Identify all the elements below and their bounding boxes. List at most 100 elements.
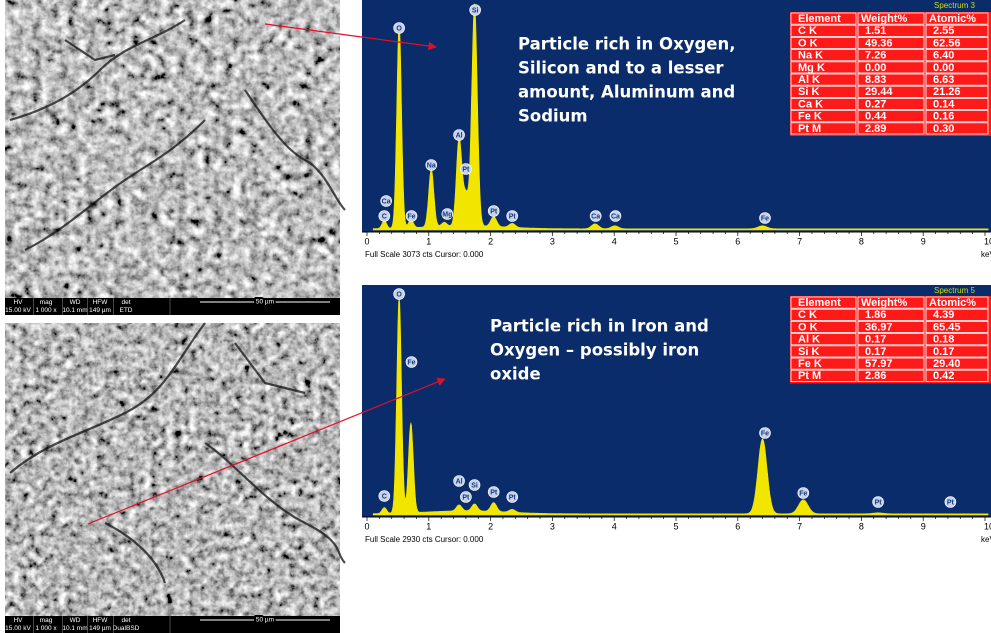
peak-badge	[405, 356, 418, 368]
table-value: Pt M	[798, 123, 821, 135]
peak-label: Pt	[947, 499, 955, 506]
info-header: WD	[70, 617, 81, 624]
table-value: 29.44	[865, 86, 893, 98]
crack	[64, 39, 116, 62]
table-value: 57.97	[865, 358, 893, 370]
table-cell	[857, 308, 925, 321]
table-value: 49.36	[865, 37, 893, 49]
peak-label: Si	[471, 482, 478, 489]
crack	[204, 442, 346, 564]
peak-badge	[759, 427, 771, 439]
spectrum-fill	[372, 296, 989, 516]
peak-label: Mg	[442, 211, 452, 218]
table-cell	[790, 369, 857, 382]
table-header: Atomic%	[929, 13, 976, 25]
table-value: 0.44	[865, 111, 887, 123]
peak-badge	[441, 208, 454, 220]
table-cell	[925, 333, 989, 346]
peak-label: C	[382, 493, 387, 500]
table-cell	[925, 345, 989, 358]
peak-label: Fe	[799, 490, 807, 497]
peak-badge	[378, 490, 391, 502]
peak-badge	[460, 163, 472, 175]
table-header: Weight%	[861, 13, 907, 25]
info-value: 15.00 kV	[5, 625, 31, 632]
table-value: 1.86	[865, 309, 886, 321]
annotation-line: oxide	[490, 365, 541, 384]
table-cell	[857, 369, 925, 382]
table-cell	[857, 122, 925, 135]
table-value: Na K	[798, 50, 823, 62]
x-tick-label: 2	[488, 521, 493, 531]
table-cell	[790, 37, 857, 50]
table-value: Fe K	[798, 358, 822, 370]
peak-badge	[797, 487, 810, 499]
x-tick-label: 10	[984, 236, 991, 246]
table-value: 0.17	[865, 334, 886, 346]
peak-label: Fe	[407, 213, 415, 220]
table-value: Al K	[798, 74, 820, 86]
peak-label: Al	[456, 132, 463, 139]
table-cell	[925, 24, 989, 37]
info-header: mag	[40, 617, 53, 624]
info-header: mag	[40, 299, 53, 306]
crack	[24, 119, 206, 251]
peak-label: Ca	[591, 213, 600, 220]
peak-label: Fe	[407, 359, 415, 366]
table-value: 0.42	[933, 370, 954, 382]
spectrum-label: Spectrum 5	[934, 286, 975, 295]
peak-badge	[453, 475, 465, 487]
table-cell	[925, 110, 989, 123]
info-header: HV	[13, 299, 23, 306]
table-cell	[857, 321, 925, 334]
x-tick-label: 6	[735, 236, 740, 246]
table-cell	[790, 333, 857, 346]
table-cell	[857, 73, 925, 86]
peak-label: Al	[456, 478, 463, 485]
x-tick-label: 2	[488, 236, 493, 246]
info-header: det	[121, 617, 130, 624]
table-cell	[790, 85, 857, 98]
annotation-line: amount, Aluminum and	[518, 83, 735, 102]
table-value: 7.26	[865, 50, 886, 62]
table-value: 65.45	[933, 321, 961, 333]
peak-label: Pt	[462, 166, 470, 173]
x-tick-label: 0	[364, 521, 369, 531]
peak-label: C	[382, 213, 387, 220]
x-unit: keV	[981, 250, 991, 259]
spectrum-label: Spectrum 3	[934, 1, 975, 10]
info-value: 10.1 mm	[62, 625, 87, 632]
table-cell	[790, 49, 857, 62]
table-value: Si K	[798, 346, 819, 358]
table-cell	[925, 122, 989, 135]
table-value: 0.17	[933, 346, 954, 358]
peak-label: Pt	[875, 499, 883, 506]
crack	[104, 522, 167, 584]
x-tick-label: 10	[984, 521, 991, 531]
info-value: 149 µm	[89, 625, 111, 632]
table-cell	[857, 49, 925, 62]
table-value: 0.00	[865, 62, 886, 74]
peak-badge	[453, 129, 465, 141]
table-value: 36.97	[865, 321, 893, 333]
table-header: Element	[798, 297, 841, 309]
peak-badge	[589, 210, 602, 222]
scale-label: 50 µm	[256, 617, 274, 624]
spectrum-footer: Full Scale 3073 cts Cursor: 0.000	[365, 250, 484, 259]
x-tick-label: 5	[673, 236, 678, 246]
table-value: 8.83	[865, 74, 886, 86]
info-header: WD	[70, 299, 81, 306]
info-value: 10.1 mm	[62, 307, 87, 314]
table-cell	[925, 12, 989, 25]
info-value: 1 000 x	[35, 307, 57, 314]
x-tick-label: 7	[797, 236, 802, 246]
table-value: C K	[798, 25, 817, 37]
peak-label: Si	[472, 7, 479, 14]
table-value: Si K	[798, 86, 819, 98]
table-value: 0.17	[865, 346, 886, 358]
table-value: Al K	[798, 334, 820, 346]
peak-badge	[468, 479, 481, 491]
peak-badge	[425, 159, 438, 171]
table-cell	[790, 296, 857, 309]
